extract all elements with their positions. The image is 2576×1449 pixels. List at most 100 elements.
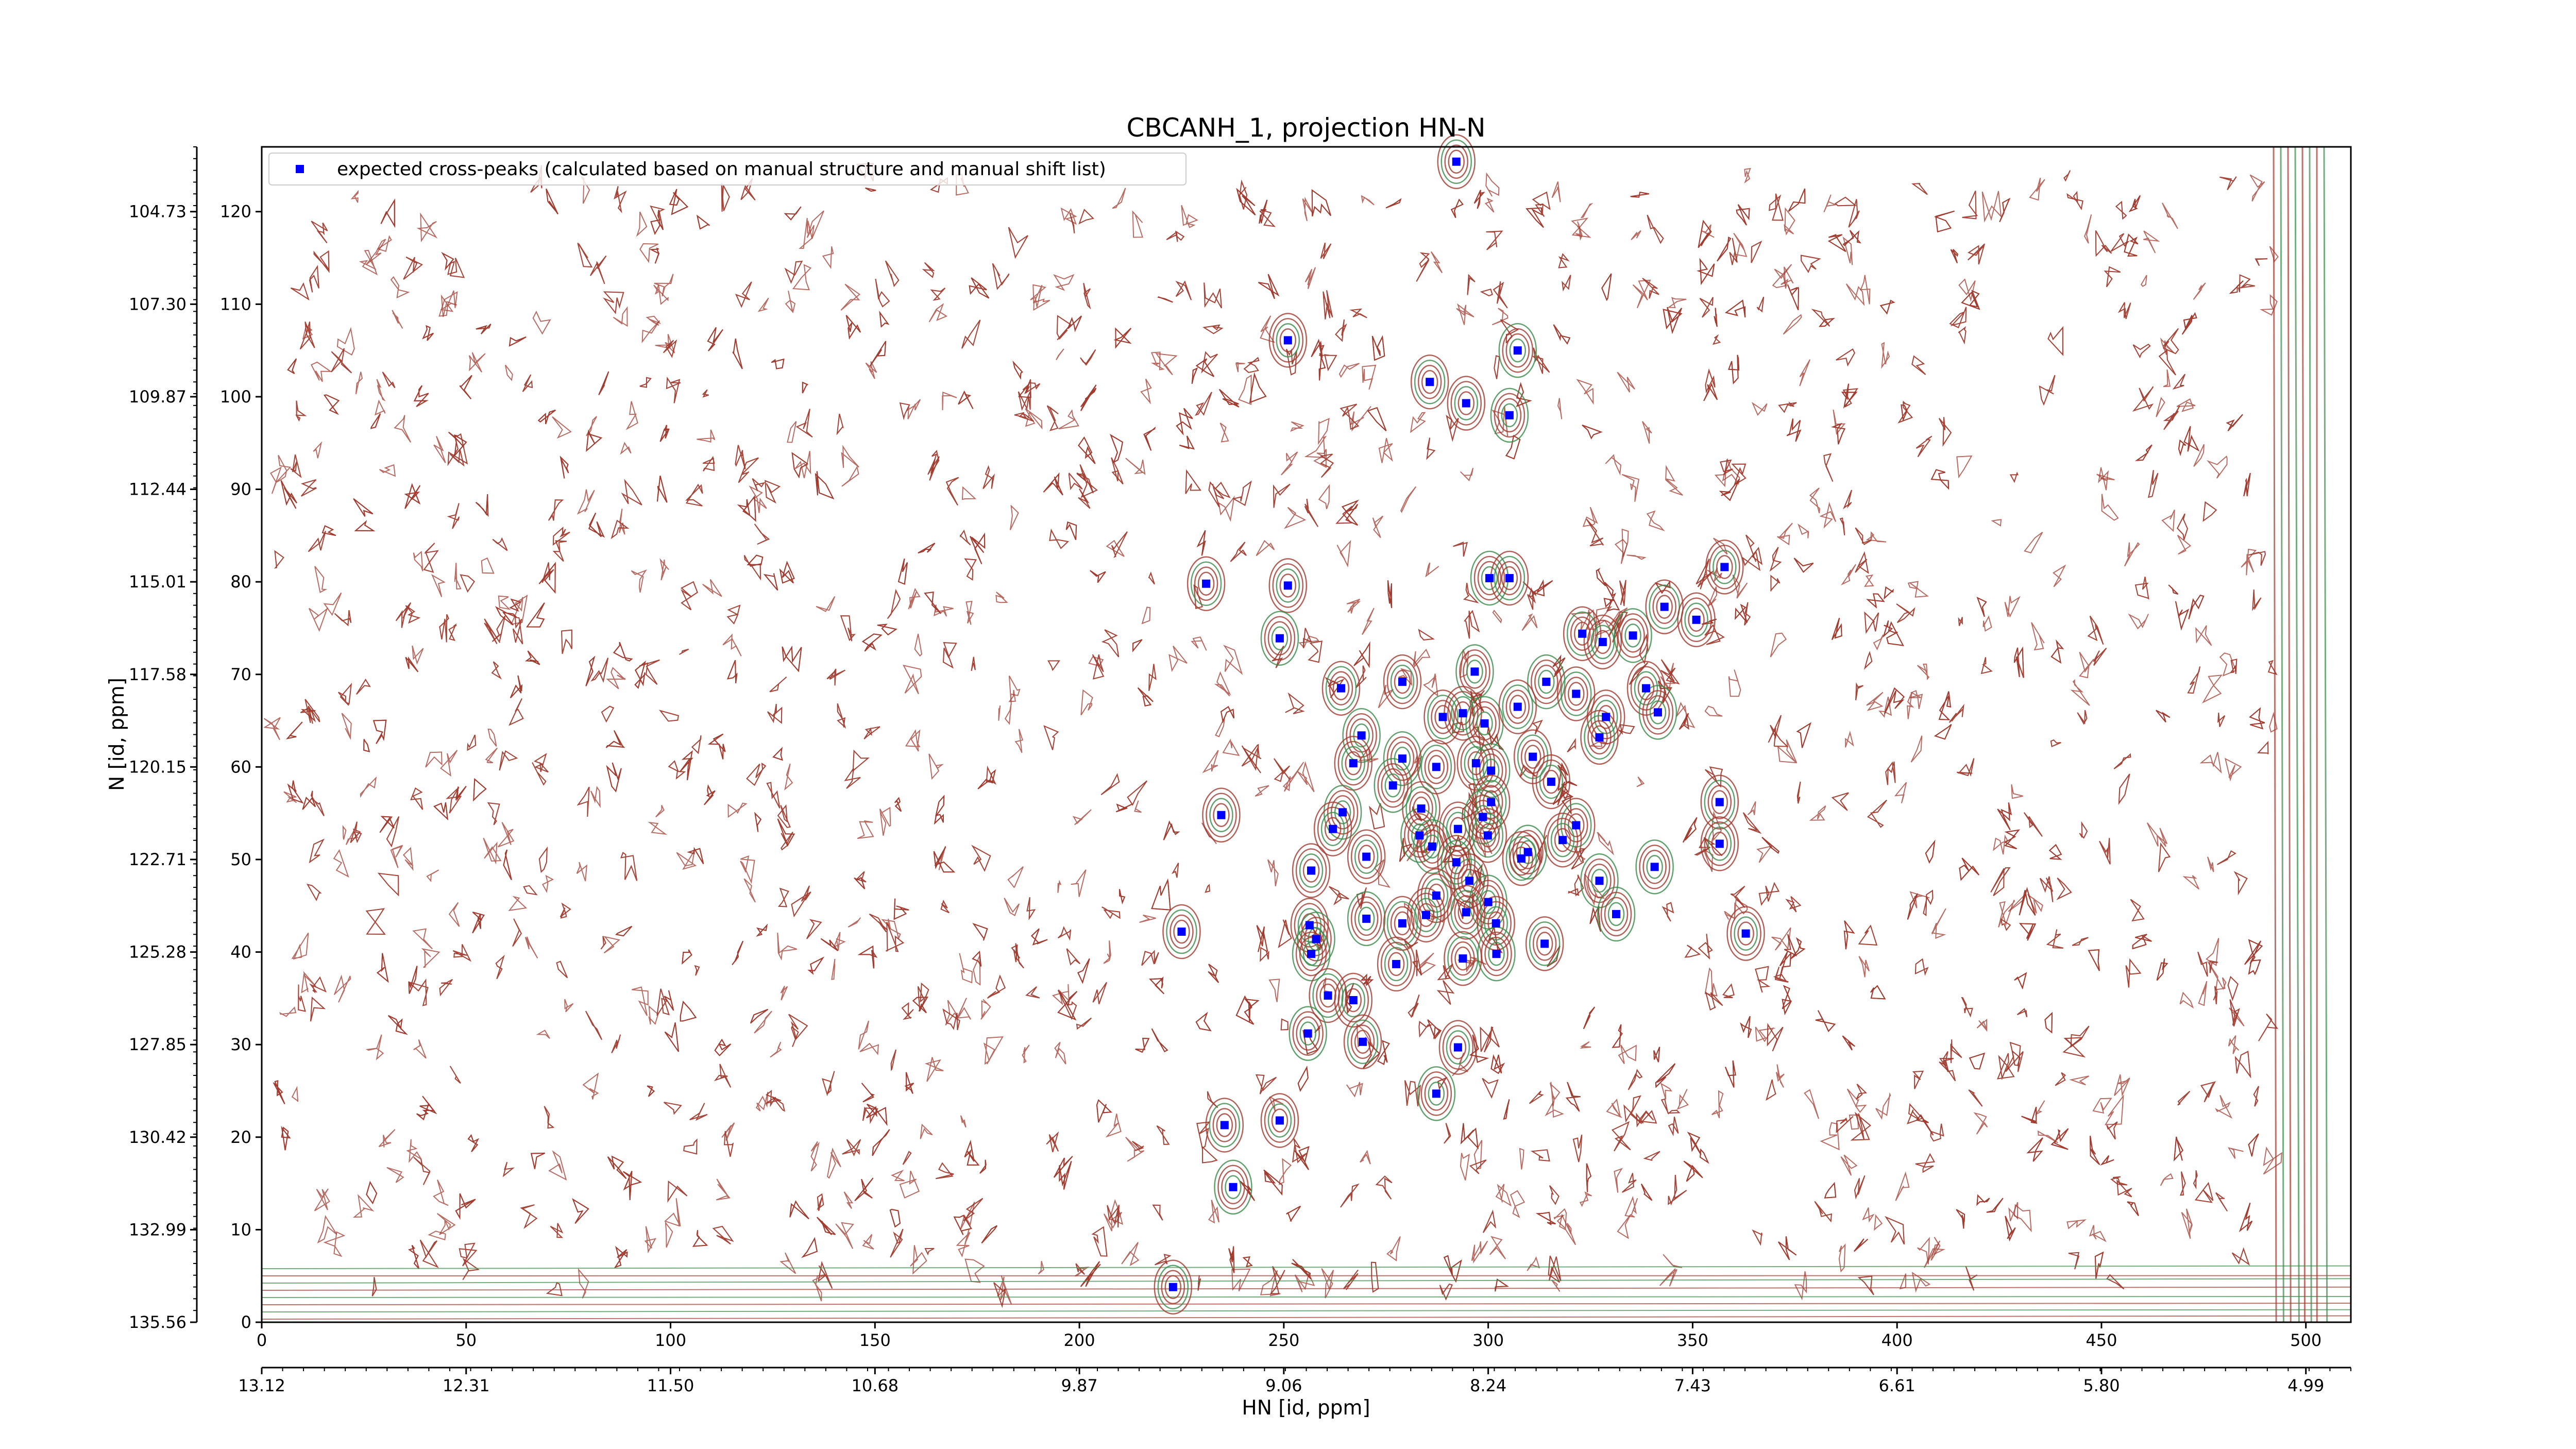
noise-contour (664, 990, 674, 1011)
noise-contour (750, 1008, 769, 1024)
noise-contour (1228, 1246, 1235, 1273)
y-tick-label: 0 (241, 1312, 251, 1332)
noise-contour (1687, 1132, 1702, 1155)
noise-contour (890, 1169, 905, 1182)
cross-peak (1453, 824, 1462, 833)
noise-contour (2023, 812, 2043, 837)
noise-contour (1643, 1151, 1660, 1161)
noise-contour (1907, 893, 1918, 920)
cross-peak (1492, 950, 1501, 958)
noise-contour (1243, 745, 1262, 773)
noise-contour (1842, 230, 1861, 246)
noise-contour (752, 478, 765, 492)
peak-contour (1590, 695, 1622, 739)
noise-contour (1711, 811, 1722, 841)
noise-contour (1751, 401, 1768, 416)
noise-contour (2050, 1128, 2069, 1150)
cross-peak (1305, 921, 1314, 930)
peak-contour (1442, 1025, 1474, 1070)
noise-contour (1004, 704, 1012, 725)
noise-contour (1769, 193, 1784, 221)
noise-contour (1077, 958, 1090, 984)
noise-contour (577, 242, 593, 268)
peak-contour (1272, 563, 1304, 608)
noise-contour (854, 1177, 874, 1202)
cross-peak (1275, 634, 1284, 643)
noise-contour (1676, 701, 1696, 729)
noise-contour (1948, 703, 1964, 723)
peak-contour (1440, 139, 1472, 184)
noise-contour (1848, 199, 1860, 228)
peak-contour (1225, 1175, 1242, 1200)
noise-contour (552, 526, 570, 546)
noise-contour (1761, 837, 1780, 854)
noise-contour (754, 1010, 772, 1034)
noise-contour (1092, 654, 1105, 680)
cross-peak (1542, 678, 1551, 686)
secondary-y-tick-label: 107.30 (129, 294, 187, 314)
noise-contour (940, 899, 950, 914)
noise-contour (936, 1162, 954, 1180)
noise-contour (1336, 540, 1351, 568)
noise-contour (1464, 610, 1480, 639)
noise-contour (1011, 944, 1021, 963)
noise-contour (992, 263, 1010, 290)
noise-contour (2083, 214, 2092, 244)
cross-peak (1452, 157, 1461, 166)
noise-contour (2207, 856, 2214, 872)
noise-contour (721, 183, 730, 212)
noise-contour (1781, 266, 1794, 289)
peak-contour (1217, 1165, 1249, 1210)
noise-contour (386, 816, 400, 848)
cross-peak (1465, 877, 1474, 885)
noise-contour (310, 997, 326, 1022)
noise-contour (476, 324, 492, 334)
noise-contour (2239, 1202, 2253, 1233)
cross-peak (1660, 602, 1669, 611)
noise-contour (1705, 766, 1723, 788)
noise-contour (1886, 621, 1904, 646)
peak-contour (1317, 806, 1349, 851)
noise-contour (1439, 1283, 1453, 1301)
noise-contour (845, 315, 861, 340)
noise-contour (1901, 404, 1908, 422)
noise-contour (2070, 679, 2090, 706)
noise-contour (491, 661, 502, 680)
noise-contour (1796, 722, 1811, 748)
peak-contour (1471, 800, 1495, 834)
peak-contour (1297, 908, 1322, 942)
cross-peak (1362, 852, 1371, 861)
cross-peak (1168, 1283, 1177, 1291)
peak-contour (1535, 759, 1567, 804)
secondary-x-tick-label: 6.61 (1879, 1376, 1916, 1395)
noise-contour (1230, 542, 1247, 562)
noise-contour (817, 1217, 836, 1236)
noise-contour (1910, 735, 1923, 763)
noise-contour (1567, 738, 1576, 753)
noise-contour (2194, 1182, 2214, 1203)
noise-contour (1786, 418, 1802, 442)
noise-contour (1399, 838, 1413, 862)
noise-contour (472, 912, 485, 934)
noise-contour (1597, 832, 1615, 856)
noise-contour (1959, 857, 1979, 881)
peak-contour (1624, 624, 1641, 648)
noise-contour (831, 958, 836, 980)
noise-contour (1815, 1010, 1836, 1032)
noise-contour (1632, 279, 1651, 309)
cross-peak (1547, 778, 1555, 786)
noise-contour (386, 1167, 404, 1183)
noise-contour (2104, 266, 2121, 288)
peak-contour (1450, 890, 1482, 935)
peak-contour (1383, 731, 1422, 786)
noise-contour (1453, 542, 1468, 557)
noise-contour (1260, 947, 1269, 962)
noise-contour (899, 1170, 920, 1199)
peak-contour (1656, 595, 1673, 619)
noise-contour (1703, 383, 1718, 401)
secondary-y-tick-label: 130.42 (129, 1127, 187, 1147)
noise-contour (2146, 822, 2168, 847)
noise-contour (1259, 209, 1276, 227)
noise-contour (2016, 1008, 2027, 1017)
peak-contour (1205, 1098, 1244, 1153)
